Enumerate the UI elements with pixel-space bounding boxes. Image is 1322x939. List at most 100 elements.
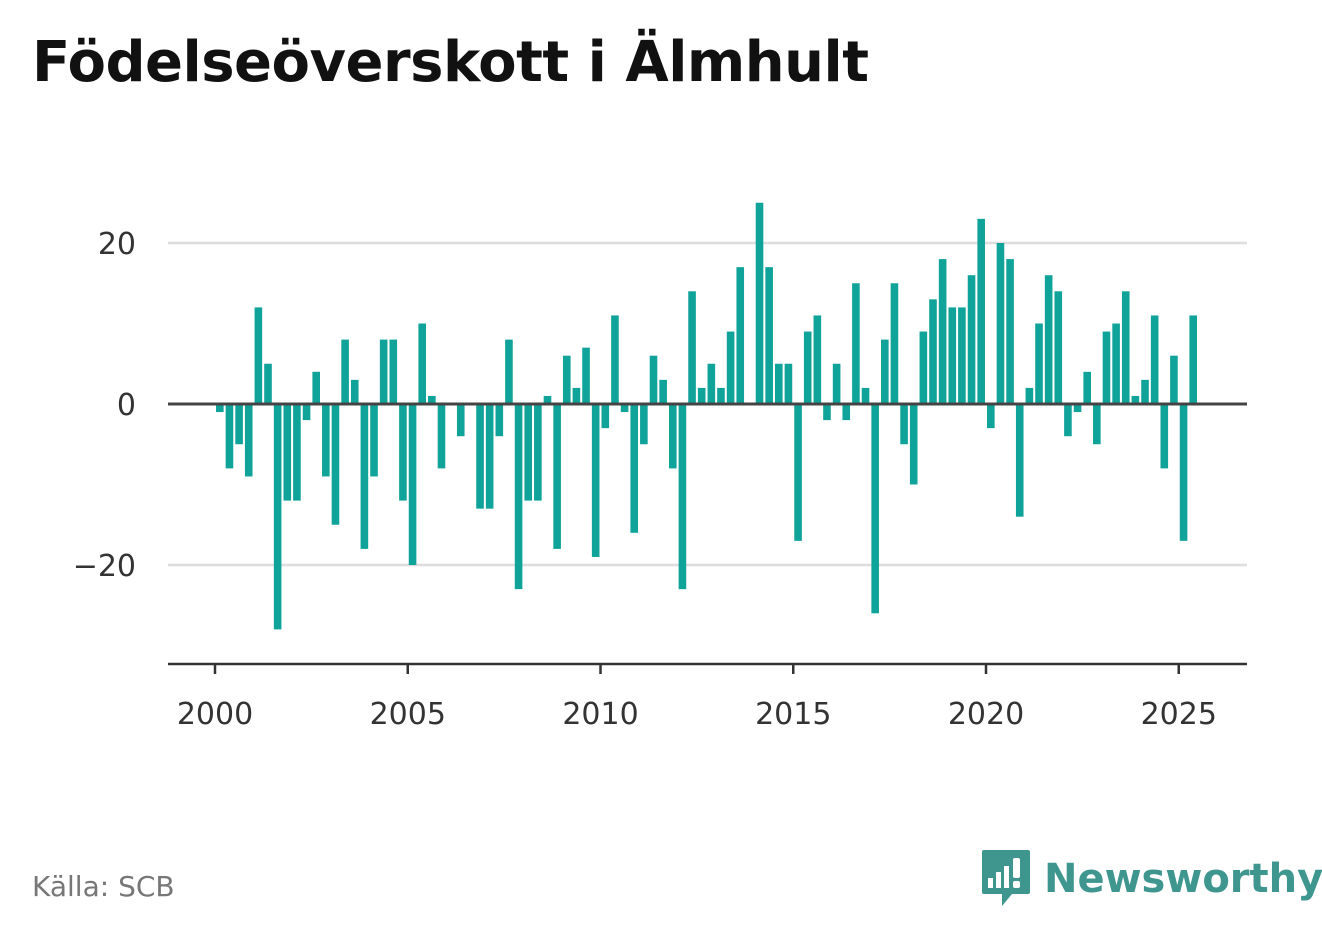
bar bbox=[293, 404, 301, 501]
bar bbox=[456, 404, 465, 437]
bar bbox=[1035, 323, 1043, 404]
bar bbox=[283, 404, 292, 501]
bar bbox=[399, 404, 407, 501]
bar bbox=[774, 363, 783, 404]
bar bbox=[302, 404, 311, 421]
bar bbox=[1102, 331, 1111, 404]
bar bbox=[1121, 291, 1130, 404]
bar bbox=[495, 404, 504, 437]
bar bbox=[717, 387, 725, 404]
bar bbox=[938, 259, 947, 404]
brand-logo[interactable]: Newsworthy bbox=[980, 848, 1322, 910]
bar bbox=[389, 339, 398, 404]
bar bbox=[322, 404, 330, 477]
axes bbox=[168, 402, 1247, 674]
grid-lines bbox=[168, 241, 1247, 567]
bar bbox=[360, 404, 369, 549]
bar bbox=[1112, 323, 1120, 404]
bar bbox=[341, 339, 349, 404]
bars bbox=[216, 202, 1198, 630]
bar bbox=[948, 307, 957, 404]
bar bbox=[273, 404, 282, 630]
brand-name: Newsworthy bbox=[1044, 856, 1322, 902]
bar bbox=[562, 355, 571, 404]
x-tick-label: 2025 bbox=[1141, 697, 1217, 732]
bar bbox=[514, 404, 523, 590]
y-tick-labels: 20 0 −20 bbox=[73, 227, 136, 584]
bar bbox=[408, 404, 417, 565]
bar bbox=[418, 323, 427, 404]
bar bbox=[437, 404, 446, 469]
bar bbox=[996, 243, 1005, 404]
bar bbox=[919, 331, 928, 404]
bar bbox=[1150, 315, 1159, 404]
bar bbox=[1093, 404, 1101, 445]
bar bbox=[630, 404, 639, 533]
bar bbox=[784, 363, 793, 404]
bar bbox=[235, 404, 243, 445]
bar bbox=[1170, 355, 1178, 404]
y-tick-label: 20 bbox=[98, 227, 136, 262]
y-tick-label: 0 bbox=[117, 388, 136, 423]
bar bbox=[861, 387, 870, 404]
bar bbox=[225, 404, 234, 469]
bar bbox=[543, 395, 552, 404]
x-tick-label: 2010 bbox=[562, 697, 638, 732]
bar bbox=[640, 404, 648, 445]
bar bbox=[553, 404, 561, 549]
bar bbox=[823, 404, 831, 421]
bar bbox=[1179, 404, 1188, 541]
bar bbox=[350, 379, 359, 404]
bar bbox=[1083, 371, 1091, 404]
bar bbox=[216, 404, 224, 413]
bar bbox=[1160, 404, 1169, 469]
bar bbox=[524, 404, 533, 501]
bar bbox=[678, 404, 687, 590]
newsworthy-logo-icon bbox=[982, 850, 1030, 906]
bar bbox=[726, 331, 735, 404]
bar bbox=[312, 371, 320, 404]
bar bbox=[909, 404, 918, 485]
bar bbox=[852, 283, 860, 404]
bar bbox=[736, 267, 745, 404]
bar bbox=[929, 299, 937, 404]
x-tick-label: 2000 bbox=[177, 697, 253, 732]
bar bbox=[379, 339, 388, 404]
bar bbox=[534, 404, 542, 501]
bar bbox=[1006, 259, 1014, 404]
bar bbox=[485, 404, 494, 509]
y-tick-label: −20 bbox=[73, 549, 136, 584]
bar bbox=[900, 404, 908, 445]
bar bbox=[1073, 404, 1082, 413]
bar bbox=[1141, 379, 1149, 404]
bar bbox=[1131, 395, 1140, 404]
bar bbox=[1044, 275, 1053, 404]
bar bbox=[707, 363, 716, 404]
bar bbox=[765, 267, 773, 404]
bar bbox=[1015, 404, 1024, 517]
x-tick-label: 2020 bbox=[948, 697, 1024, 732]
bar bbox=[611, 315, 619, 404]
bar bbox=[967, 275, 976, 404]
bar bbox=[591, 404, 600, 557]
bar bbox=[813, 315, 822, 404]
bar bbox=[254, 307, 263, 404]
bar bbox=[755, 202, 764, 404]
bar bbox=[832, 363, 841, 404]
chart-title: Födelseöverskott i Älmhult bbox=[32, 30, 869, 95]
bar bbox=[890, 283, 899, 404]
x-tick-label: 2005 bbox=[370, 697, 446, 732]
bar bbox=[649, 355, 658, 404]
bar bbox=[331, 404, 340, 525]
bar bbox=[659, 379, 667, 404]
bar bbox=[572, 387, 581, 404]
bar bbox=[958, 307, 966, 404]
bar bbox=[476, 404, 484, 509]
bar bbox=[697, 387, 706, 404]
bar bbox=[881, 339, 889, 404]
bar bbox=[264, 363, 272, 404]
source-note: Källa: SCB bbox=[32, 870, 175, 903]
bar bbox=[1189, 315, 1198, 404]
bar bbox=[794, 404, 802, 541]
